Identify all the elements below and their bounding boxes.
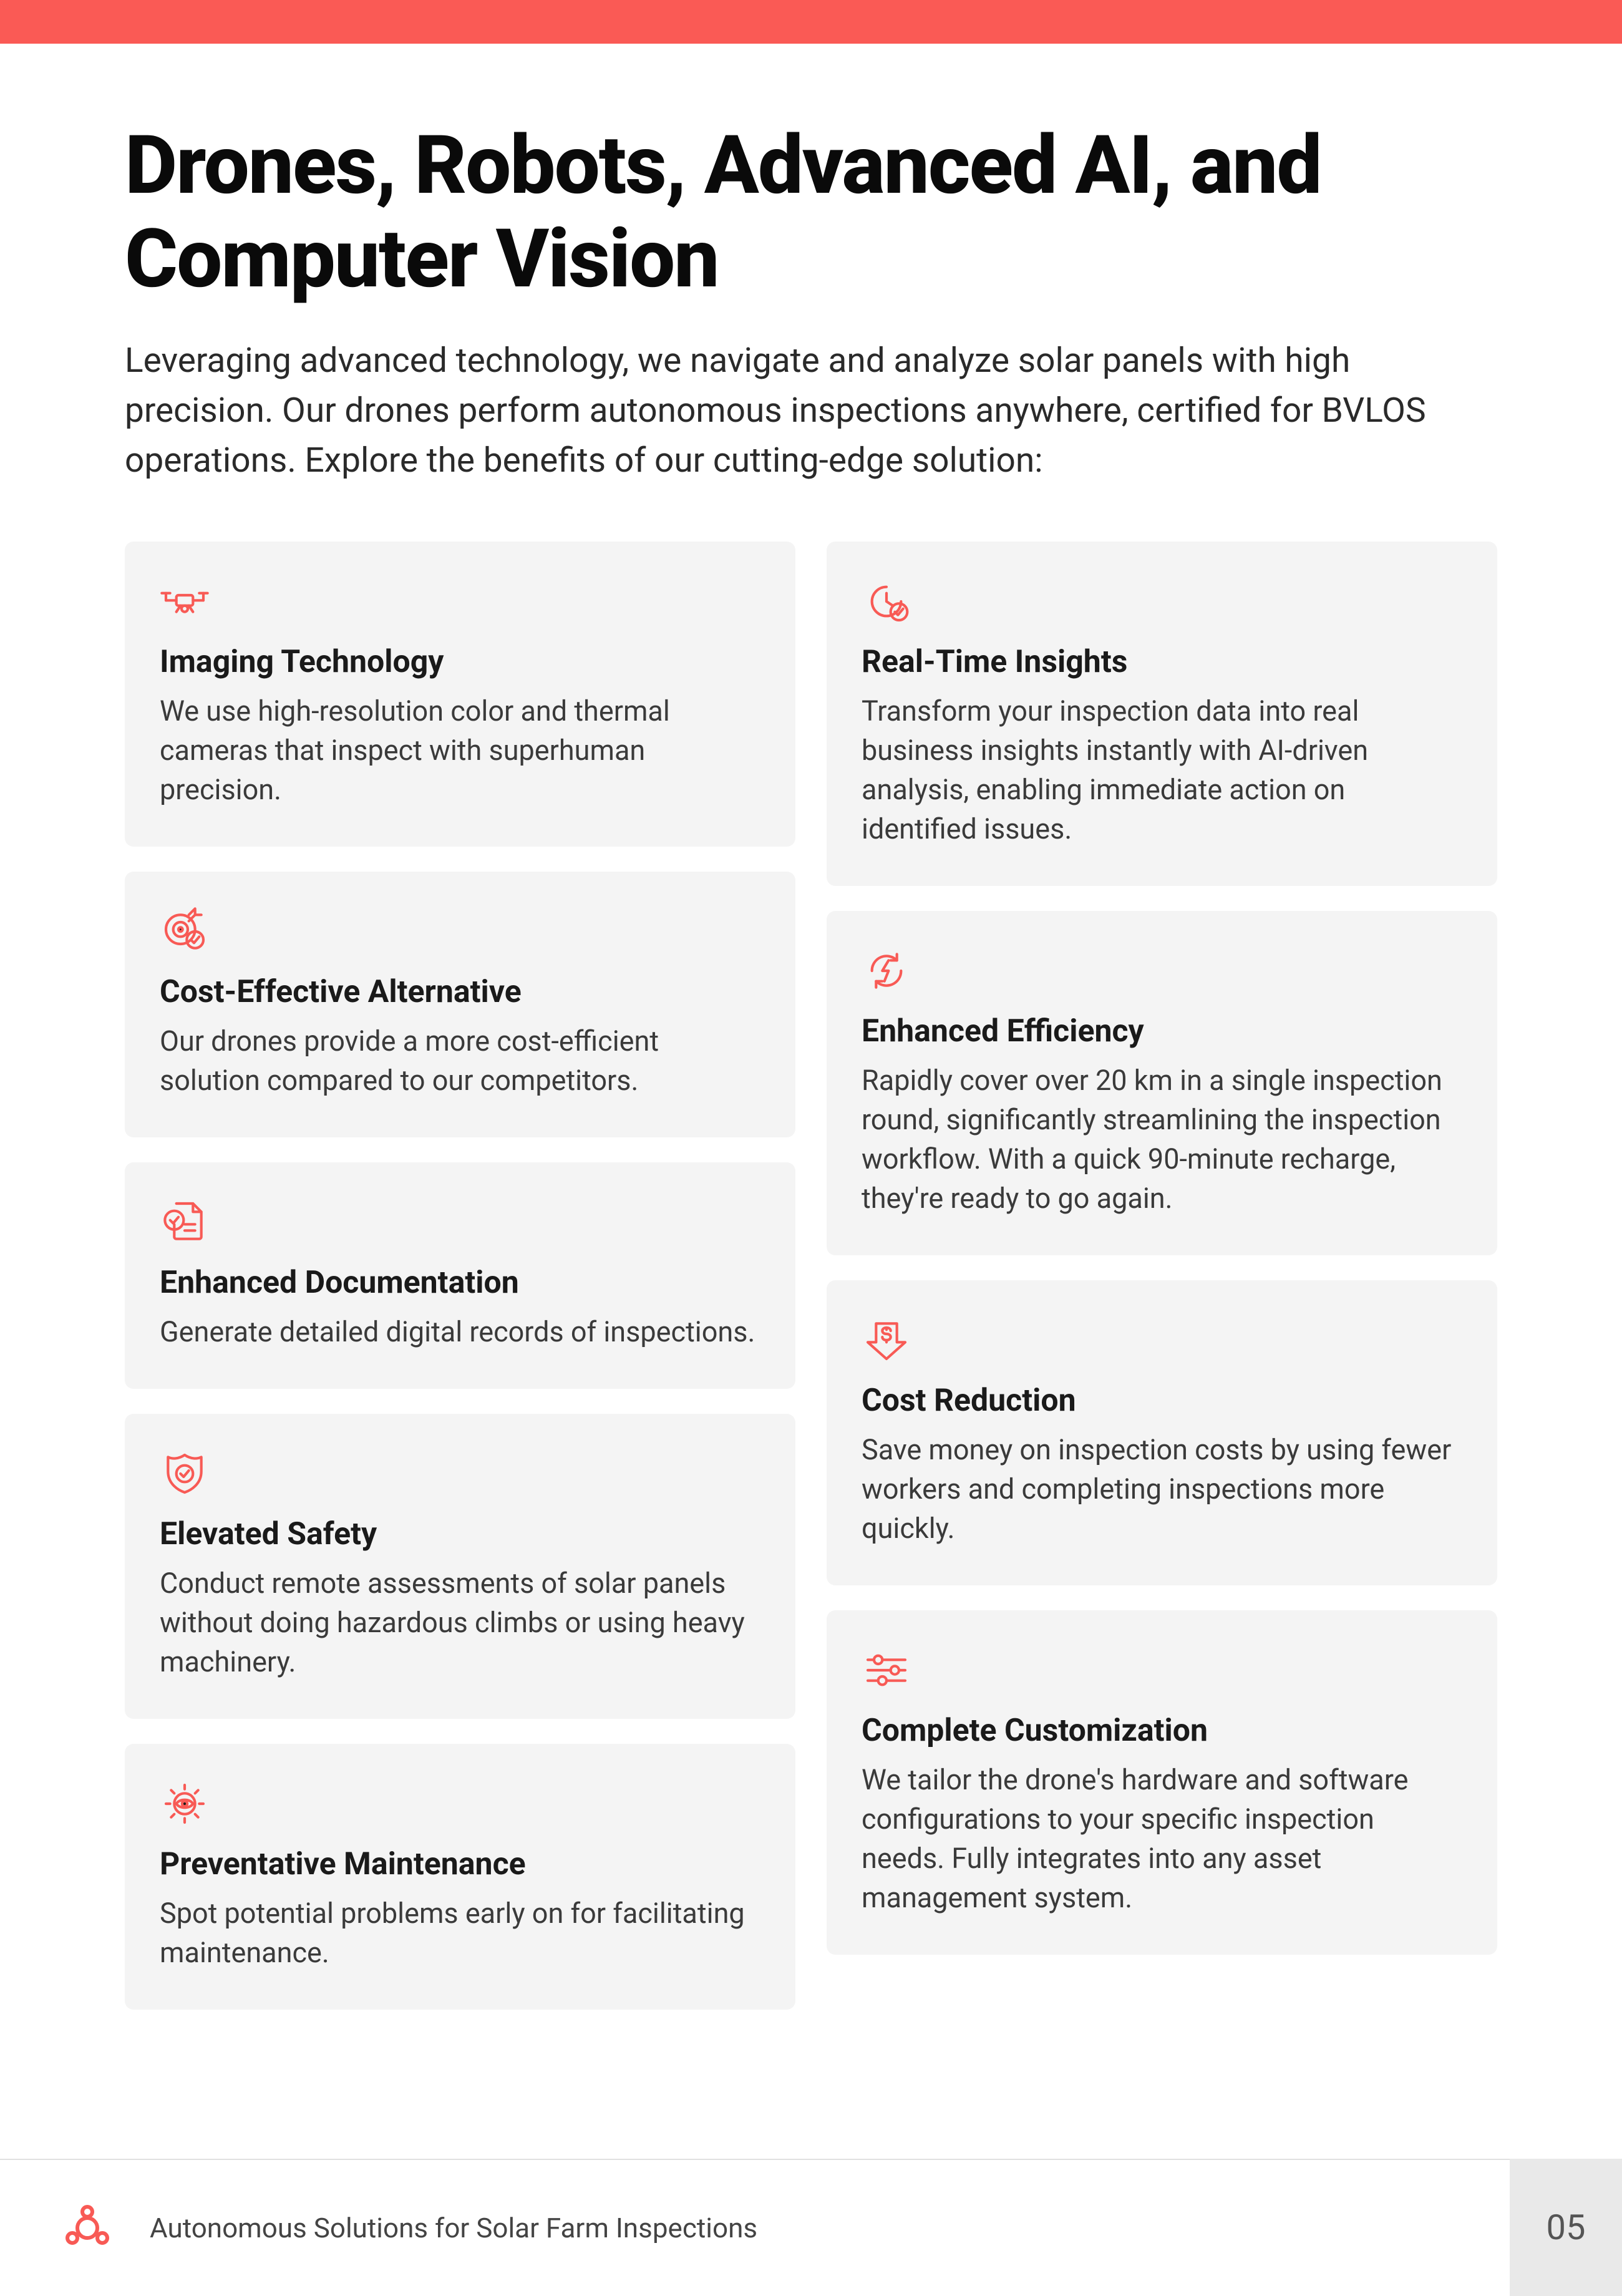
sliders-icon: [862, 1645, 911, 1695]
feature-card-title: Elevated Safety: [160, 1516, 760, 1552]
features-grid: Imaging Technology We use high-resolutio…: [125, 542, 1497, 2010]
page-number: 05: [1510, 2159, 1622, 2296]
feature-card-body: Generate detailed digital records of ins…: [160, 1312, 760, 1351]
feature-card-title: Enhanced Efficiency: [862, 1013, 1462, 1049]
clock-check-icon: [862, 576, 911, 626]
feature-card: Enhanced Efficiency Rapidly cover over 2…: [827, 911, 1497, 1255]
bolt-cycle-icon: [862, 946, 911, 996]
intro-text: Leveraging advanced technology, we navig…: [125, 336, 1497, 485]
feature-card: Cost-Effective Alternative Our drones pr…: [125, 872, 795, 1137]
feature-card: Imaging Technology We use high-resolutio…: [125, 542, 795, 847]
brand-logo-icon: [62, 2203, 112, 2253]
drone-icon: [160, 576, 210, 626]
feature-card-title: Complete Customization: [862, 1713, 1462, 1749]
feature-card-body: Spot potential problems early on for fac…: [160, 1894, 760, 1972]
feature-card-title: Cost-Effective Alternative: [160, 974, 760, 1010]
feature-card: Preventative Maintenance Spot potential …: [125, 1744, 795, 2010]
feature-card: Elevated Safety Conduct remote assessmen…: [125, 1414, 795, 1719]
feature-card-title: Real-Time Insights: [862, 644, 1462, 680]
feature-card-body: Conduct remote assessments of solar pane…: [160, 1564, 760, 1681]
features-column-left: Imaging Technology We use high-resolutio…: [125, 542, 795, 2010]
feature-card-title: Enhanced Documentation: [160, 1265, 760, 1301]
target-check-icon: [160, 907, 210, 956]
feature-card: Real-Time Insights Transform your inspec…: [827, 542, 1497, 886]
feature-card: Complete Customization We tailor the dro…: [827, 1610, 1497, 1955]
feature-card-title: Cost Reduction: [862, 1383, 1462, 1419]
accent-top-bar: [0, 0, 1622, 44]
feature-card-body: We tailor the drone's hardware and softw…: [862, 1760, 1462, 1917]
page-content: Drones, Robots, Advanced AI, and Compute…: [0, 44, 1622, 2010]
feature-card-body: Rapidly cover over 20 km in a single ins…: [862, 1061, 1462, 1218]
feature-card-body: We use high-resolution color and thermal…: [160, 691, 760, 809]
gear-eye-icon: [160, 1779, 210, 1829]
features-column-right: Real-Time Insights Transform your inspec…: [827, 542, 1497, 2010]
feature-card-body: Our drones provide a more cost-efficient…: [160, 1021, 760, 1100]
feature-card: Cost Reduction Save money on inspection …: [827, 1280, 1497, 1585]
page-title: Drones, Robots, Advanced AI, and Compute…: [125, 119, 1497, 305]
feature-card: Enhanced Documentation Generate detailed…: [125, 1162, 795, 1389]
dollar-down-icon: [862, 1315, 911, 1365]
feature-card-body: Save money on inspection costs by using …: [862, 1430, 1462, 1548]
page-footer: Autonomous Solutions for Solar Farm Insp…: [0, 2159, 1622, 2296]
shield-check-icon: [160, 1449, 210, 1499]
feature-card-title: Imaging Technology: [160, 644, 760, 680]
document-check-icon: [160, 1197, 210, 1247]
footer-caption: Autonomous Solutions for Solar Farm Insp…: [150, 2212, 1560, 2244]
feature-card-title: Preventative Maintenance: [160, 1846, 760, 1882]
feature-card-body: Transform your inspection data into real…: [862, 691, 1462, 849]
